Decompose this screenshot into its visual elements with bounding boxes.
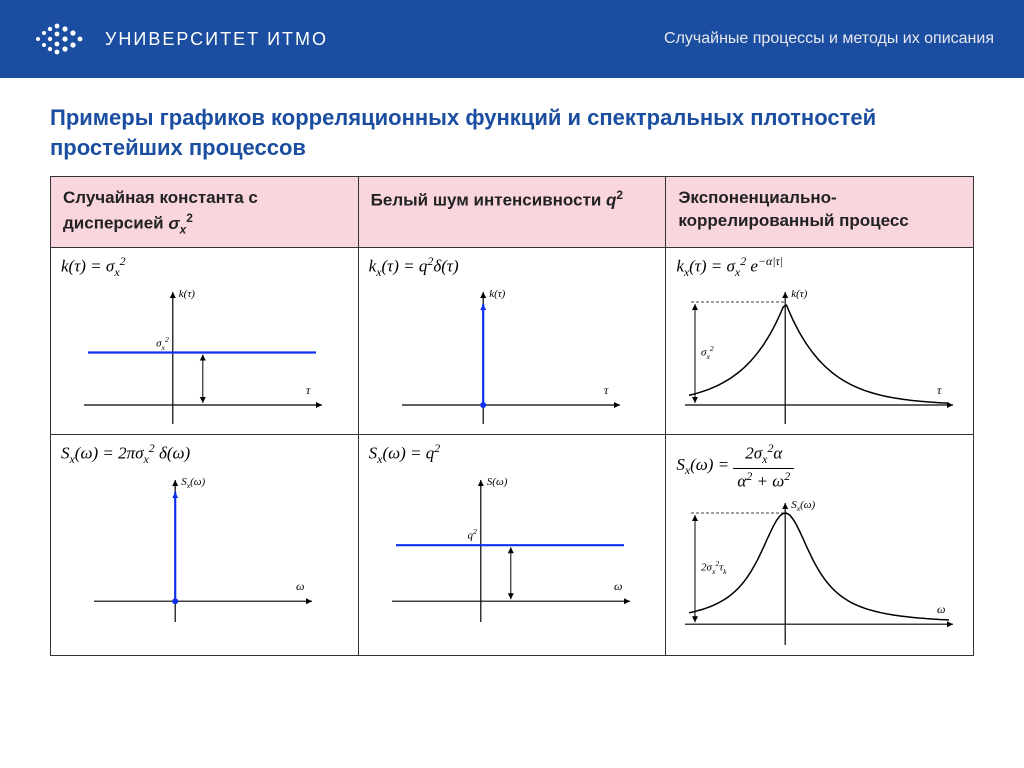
plot-k-exp: τk(τ)σx2: [672, 282, 967, 432]
formula: kx(τ) = σx2 e−α|τ|: [676, 254, 967, 280]
plot-k-white: τk(τ): [365, 282, 660, 432]
cell-s-white: Sx(ω) = q2 ωS(ω)q2: [358, 435, 666, 656]
comparison-table: Случайная константа с дисперсией σx2 Бел…: [50, 176, 974, 656]
plot-s-exp: ωSx(ω)2σx2τk: [672, 493, 967, 653]
cell-s-const: Sx(ω) = 2πσx2 δ(ω) ωSx(ω): [51, 435, 359, 656]
header-topic: Случайные процессы и методы их описания: [664, 30, 994, 48]
slide-content: Примеры графиков корреляционных функций …: [0, 78, 1024, 666]
itmo-logo-icon: [30, 19, 90, 59]
slide-title: Примеры графиков корреляционных функций …: [50, 103, 974, 162]
formula: Sx(ω) = 2πσx2 δ(ω): [61, 441, 352, 467]
col-header-0: Случайная константа с дисперсией σx2: [51, 177, 359, 248]
col-header-2: Экспоненциально-коррелированный процесс: [666, 177, 974, 248]
col-header-1: Белый шум интенсивности q2: [358, 177, 666, 248]
university-name: УНИВЕРСИТЕТ ИТМО: [105, 29, 328, 50]
formula: kx(τ) = q2δ(τ): [369, 254, 660, 280]
plot-s-const: ωSx(ω): [57, 470, 352, 630]
plot-s-white: ωS(ω)q2: [365, 470, 660, 630]
slide-header: УНИВЕРСИТЕТ ИТМО Случайные процессы и ме…: [0, 0, 1024, 78]
cell-k-white: kx(τ) = q2δ(τ) τk(τ): [358, 248, 666, 435]
cell-k-const: k(τ) = σx2 τk(τ)σx2: [51, 248, 359, 435]
cell-k-exp: kx(τ) = σx2 e−α|τ| τk(τ)σx2: [666, 248, 974, 435]
cell-s-exp: Sx(ω) = 2σx2αα2 + ω2 ωSx(ω)2σx2τk: [666, 435, 974, 656]
formula: k(τ) = σx2: [61, 254, 352, 280]
formula: Sx(ω) = 2σx2αα2 + ω2: [676, 441, 967, 491]
formula: Sx(ω) = q2: [369, 441, 660, 467]
plot-k-const: τk(τ)σx2: [57, 282, 352, 432]
